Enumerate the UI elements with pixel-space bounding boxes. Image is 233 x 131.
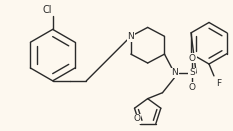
Text: N: N: [171, 68, 178, 77]
Text: O: O: [134, 114, 140, 123]
Text: O: O: [189, 54, 196, 63]
Text: N: N: [127, 32, 134, 41]
Text: F: F: [216, 79, 221, 88]
Text: Cl: Cl: [43, 5, 52, 15]
Text: S: S: [189, 68, 195, 77]
Text: O: O: [189, 83, 196, 92]
